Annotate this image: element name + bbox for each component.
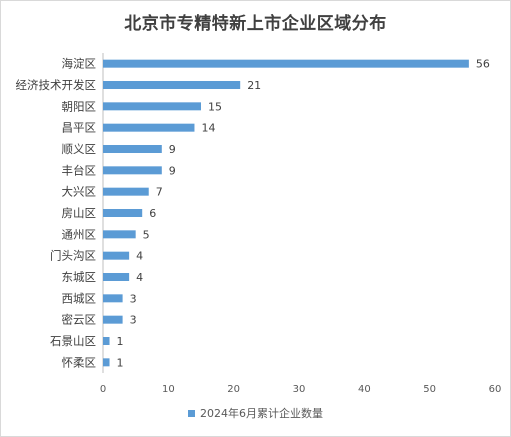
bar-0 <box>103 59 469 68</box>
x-tick-label-5: 50 <box>423 384 436 395</box>
x-tick-label-4: 40 <box>358 384 371 395</box>
category-label-2: 朝阳区 <box>62 99 97 113</box>
data-label-9: 4 <box>136 250 143 263</box>
x-tick-label-6: 60 <box>489 384 502 395</box>
category-label-9: 门头沟区 <box>50 249 96 263</box>
data-label-11: 3 <box>130 292 137 305</box>
category-label-3: 昌平区 <box>62 121 97 135</box>
bar-12 <box>103 315 123 324</box>
category-label-7: 房山区 <box>62 206 97 220</box>
bar-8 <box>103 230 136 239</box>
bar-1 <box>103 81 241 89</box>
bar-7 <box>103 209 143 217</box>
bar-10 <box>103 273 130 281</box>
data-label-14: 1 <box>117 356 124 369</box>
data-label-8: 5 <box>143 228 150 241</box>
bar-5 <box>103 166 162 175</box>
bar-11 <box>103 294 123 303</box>
category-label-13: 石景山区 <box>50 334 96 348</box>
data-label-4: 9 <box>169 143 176 156</box>
bar-3 <box>103 123 195 132</box>
x-tick-label-3: 30 <box>293 384 306 395</box>
category-label-11: 西城区 <box>62 291 97 305</box>
category-label-1: 经济技术开发区 <box>16 78 97 92</box>
bar-13 <box>103 337 110 345</box>
category-label-10: 东城区 <box>62 270 97 284</box>
chart-title: 北京市专精特新上市企业区域分布 <box>124 14 387 34</box>
data-label-13: 1 <box>117 335 124 348</box>
category-label-0: 海淀区 <box>62 57 97 71</box>
x-tick-label-0: 0 <box>100 384 106 395</box>
data-label-5: 9 <box>169 164 176 177</box>
data-label-12: 3 <box>130 314 137 327</box>
data-label-0: 56 <box>476 58 490 71</box>
bar-6 <box>103 187 149 196</box>
data-label-10: 4 <box>136 271 143 284</box>
category-label-5: 丰台区 <box>62 163 97 177</box>
x-tick-label-2: 20 <box>227 384 240 395</box>
data-label-6: 7 <box>156 186 163 199</box>
category-label-14: 怀柔区 <box>62 355 97 369</box>
data-label-7: 6 <box>149 207 156 220</box>
data-label-1: 21 <box>247 79 261 92</box>
bar-9 <box>103 251 130 260</box>
bar-2 <box>103 102 201 111</box>
legend-swatch <box>188 409 195 417</box>
data-label-3: 14 <box>201 122 215 135</box>
category-label-12: 密云区 <box>62 313 97 327</box>
category-label-4: 顺义区 <box>62 142 97 156</box>
bar-4 <box>103 145 162 153</box>
legend: 2024年6月累计企业数量 <box>1 405 510 421</box>
category-label-8: 通州区 <box>62 227 97 241</box>
data-label-2: 15 <box>208 100 222 113</box>
legend-label: 2024年6月累计企业数量 <box>200 407 323 420</box>
bar-14 <box>103 358 110 367</box>
x-tick-label-1: 10 <box>162 384 175 395</box>
category-label-6: 大兴区 <box>62 185 97 199</box>
